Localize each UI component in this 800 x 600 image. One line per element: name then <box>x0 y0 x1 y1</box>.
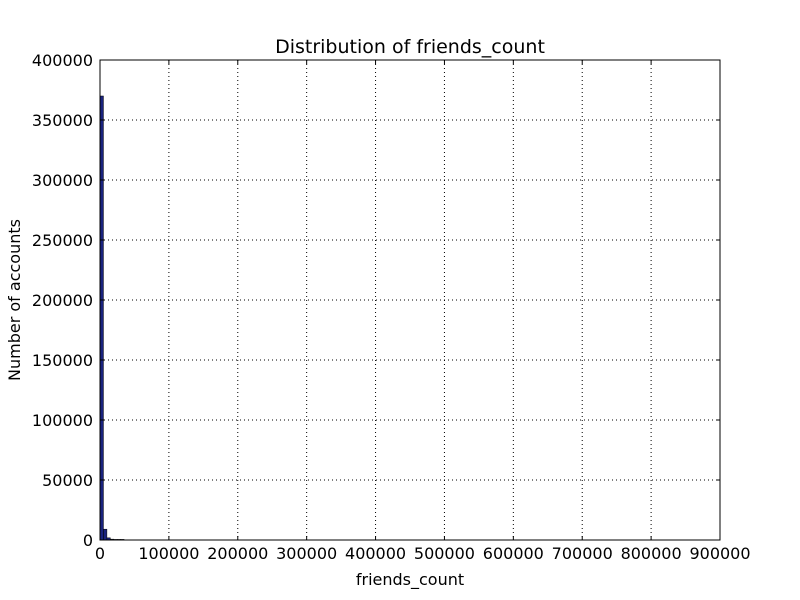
x-tick-label: 300000 <box>276 544 337 563</box>
y-axis-label: Number of accounts <box>5 219 24 381</box>
y-tick-label: 0 <box>83 531 93 550</box>
x-tick-label: 100000 <box>138 544 199 563</box>
x-tick-label: 400000 <box>345 544 406 563</box>
grid-lines <box>100 60 720 540</box>
histogram-bar <box>103 528 108 541</box>
y-tick-label: 250000 <box>32 231 93 250</box>
x-tick-label: 900000 <box>689 544 750 563</box>
chart-title: Distribution of friends_count <box>275 36 545 58</box>
x-tick-label: 600000 <box>483 544 544 563</box>
histogram-bar <box>99 95 104 541</box>
x-tick-label: 800000 <box>621 544 682 563</box>
histogram-bars <box>99 95 125 541</box>
y-tick-label: 100000 <box>32 411 93 430</box>
y-tick-label: 350000 <box>32 111 93 130</box>
y-tick-label: 50000 <box>42 471 93 490</box>
axis-ticks: 0 100000 200000 300000 400000 500000 600000 700… <box>32 51 751 563</box>
x-tick-label: 200000 <box>207 544 268 563</box>
y-tick-label: 300000 <box>32 171 93 190</box>
y-tick-label: 150000 <box>32 351 93 370</box>
y-tick-label: 400000 <box>32 51 93 70</box>
x-tick-label: 500000 <box>414 544 475 563</box>
x-tick-label: 700000 <box>552 544 613 563</box>
x-axis-label: friends_count <box>356 570 464 590</box>
y-tick-label: 200000 <box>32 291 93 310</box>
x-tick-label: 0 <box>95 544 105 563</box>
